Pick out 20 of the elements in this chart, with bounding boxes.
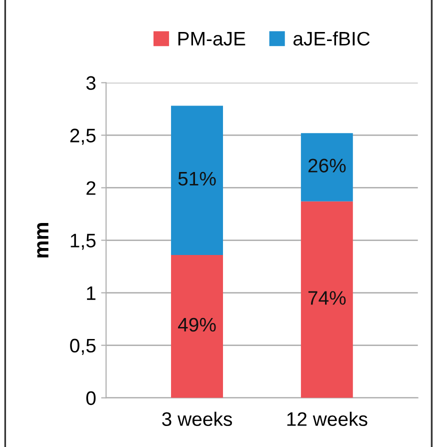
y-tick-label: 0,5 xyxy=(70,338,96,355)
x-tick-label: 12 weeks xyxy=(287,412,368,426)
bar xyxy=(300,133,353,202)
annotation: 26% xyxy=(308,158,346,172)
y-tick-label: 0 xyxy=(86,391,96,406)
bar xyxy=(300,201,353,398)
y-tick-label: 3 xyxy=(86,76,96,90)
annotation: 51% xyxy=(178,172,216,186)
bar xyxy=(171,254,223,398)
annotation: 49% xyxy=(178,318,216,332)
legend-label: aJE-fBIC xyxy=(293,31,370,46)
bar xyxy=(171,106,223,255)
x-tick-label: 3 weeks xyxy=(162,412,232,426)
y-tick-label: 1,5 xyxy=(70,234,96,250)
y-tick-label: 1 xyxy=(87,286,96,300)
legend-label: PM-aJE xyxy=(178,32,246,46)
y-tick-label: 2,5 xyxy=(70,128,96,145)
annotation: 74% xyxy=(308,291,346,305)
y-tick-label: 2 xyxy=(86,181,96,195)
y-axis-title: mm xyxy=(37,223,48,258)
